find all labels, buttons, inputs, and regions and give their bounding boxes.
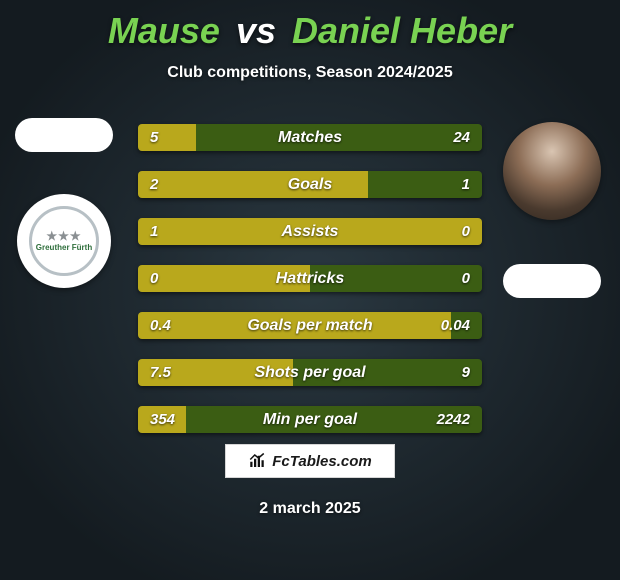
stat-label: Assists — [138, 218, 482, 245]
stat-label: Hattricks — [138, 265, 482, 292]
player1-name: Mause — [108, 10, 220, 51]
player1-club-badge: ★★★ Greuther Fürth — [17, 194, 111, 288]
vs-text: vs — [236, 10, 276, 51]
stat-label: Goals — [138, 171, 482, 198]
club-badge-inner: ★★★ Greuther Fürth — [29, 206, 99, 276]
club-name: Greuther Fürth — [36, 244, 92, 252]
club-stars: ★★★ — [46, 230, 81, 243]
player1-avatar-placeholder — [15, 118, 113, 152]
right-avatar-column — [502, 122, 602, 298]
stat-row: 10Assists — [138, 218, 482, 245]
stat-row: 7.59Shots per goal — [138, 359, 482, 386]
stat-label: Goals per match — [138, 312, 482, 339]
snapshot-date: 2 march 2025 — [0, 500, 620, 518]
player2-club-placeholder — [503, 264, 601, 298]
player2-name: Daniel Heber — [292, 10, 512, 51]
subtitle: Club competitions, Season 2024/2025 — [0, 64, 620, 82]
brand-logo: FcTables.com — [225, 444, 395, 478]
brand-text: FcTables.com — [272, 453, 371, 470]
stat-row: 524Matches — [138, 124, 482, 151]
comparison-title: Mause vs Daniel Heber — [0, 0, 620, 52]
stat-label: Shots per goal — [138, 359, 482, 386]
player2-avatar — [503, 122, 601, 220]
stat-label: Matches — [138, 124, 482, 151]
stats-bars: 524Matches 21Goals 10Assists 00Hattricks 0.4… — [138, 124, 482, 433]
left-avatar-column: ★★★ Greuther Fürth — [14, 118, 114, 288]
chart-icon — [248, 452, 266, 470]
stat-row: 21Goals — [138, 171, 482, 198]
stat-row: 0.40.04Goals per match — [138, 312, 482, 339]
stat-row: 3542242Min per goal — [138, 406, 482, 433]
stat-row: 00Hattricks — [138, 265, 482, 292]
stat-label: Min per goal — [138, 406, 482, 433]
